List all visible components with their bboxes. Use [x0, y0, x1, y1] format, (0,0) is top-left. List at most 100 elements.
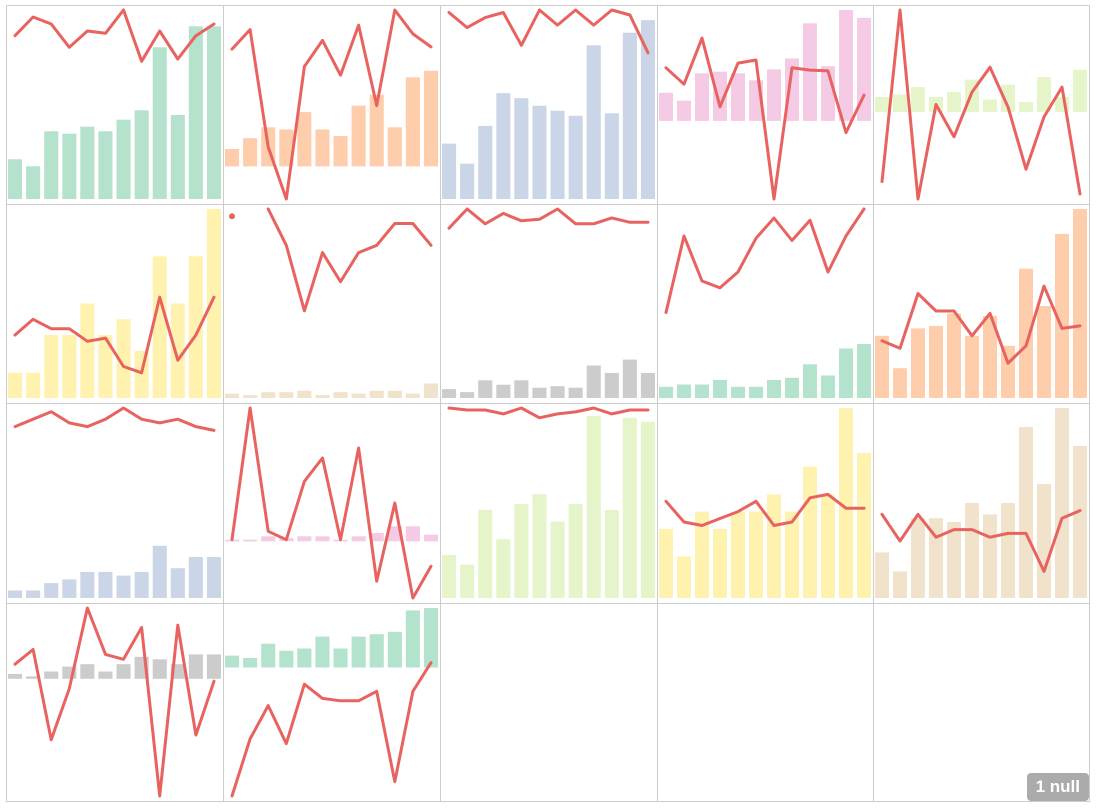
chart-cell-frame [223, 603, 441, 802]
bar [44, 335, 59, 398]
chart-cell-frame [440, 603, 658, 802]
bar [785, 377, 799, 399]
bar [586, 415, 601, 598]
bar [206, 557, 221, 598]
bar [188, 654, 203, 679]
bar [460, 163, 475, 199]
bar [1019, 427, 1033, 598]
bar [695, 73, 709, 121]
small-multiple-chart [225, 406, 438, 600]
bar [80, 303, 95, 398]
bar [659, 386, 673, 399]
bar [351, 636, 366, 668]
bar [514, 504, 529, 598]
small-multiple-chart [875, 209, 1087, 398]
small-multiple-chart [225, 608, 438, 798]
bar [333, 136, 348, 167]
bar [460, 392, 475, 398]
bar [279, 129, 294, 167]
bar [604, 509, 619, 598]
bar [423, 70, 438, 167]
bar [514, 380, 529, 398]
bar [1019, 102, 1033, 112]
bar [532, 387, 547, 398]
bar [749, 386, 763, 399]
series-line [664, 36, 866, 201]
bar [659, 528, 673, 598]
bar [279, 650, 294, 668]
bar [965, 335, 979, 398]
bar [26, 590, 41, 598]
bar [767, 380, 781, 398]
bar [315, 636, 330, 668]
bar [98, 671, 113, 679]
bar [152, 256, 167, 399]
bar [243, 395, 258, 398]
bar [695, 511, 709, 598]
bar [369, 94, 384, 167]
bar [677, 384, 691, 398]
bar [134, 571, 149, 598]
chart-cell-frame [440, 204, 658, 404]
bar [387, 390, 402, 398]
bar [640, 20, 655, 199]
bar [1073, 69, 1087, 112]
bar [929, 325, 943, 398]
bar [188, 256, 203, 399]
line-point [229, 213, 235, 220]
bar [1073, 209, 1087, 398]
bar [803, 23, 817, 121]
bar [947, 313, 961, 398]
bar [225, 149, 240, 167]
small-multiple-chart [442, 406, 655, 598]
bar [677, 556, 691, 598]
small-multiple-chart [8, 8, 221, 199]
bar [333, 392, 348, 398]
bar [532, 494, 547, 598]
bar [80, 664, 95, 679]
bar [622, 32, 637, 200]
bar [1037, 484, 1051, 598]
bar [857, 344, 871, 398]
bar [947, 92, 961, 112]
small-multiple-chart [875, 408, 1087, 598]
bar [1001, 84, 1015, 112]
bar [44, 583, 59, 598]
bar [134, 110, 149, 199]
bar [315, 129, 330, 167]
series-line [664, 207, 866, 314]
series-line [880, 8, 1082, 201]
bar [423, 608, 438, 668]
bar [875, 335, 889, 398]
bar [875, 97, 889, 112]
bar [170, 568, 185, 598]
series-line [447, 8, 650, 55]
chart-cell-frame [873, 403, 1090, 604]
bar [677, 100, 691, 121]
series-line [266, 207, 433, 313]
bar [983, 99, 997, 112]
bar [586, 365, 601, 398]
series-line [664, 492, 866, 527]
bar [243, 658, 258, 668]
bar [839, 348, 853, 398]
bar [351, 393, 366, 398]
bar [351, 105, 366, 167]
bar [568, 115, 583, 199]
series-line [447, 406, 650, 420]
bar [333, 648, 348, 668]
bar [478, 380, 493, 398]
bar [26, 372, 41, 398]
small-multiple-chart [442, 207, 655, 398]
bar [297, 648, 312, 668]
series-line [230, 661, 433, 798]
chart-cell-frame [6, 5, 224, 205]
bar [8, 372, 23, 398]
bar [8, 159, 23, 199]
series-line [13, 295, 216, 375]
bar [478, 509, 493, 598]
bar [713, 528, 727, 598]
bar [188, 557, 203, 598]
bar [893, 571, 907, 598]
